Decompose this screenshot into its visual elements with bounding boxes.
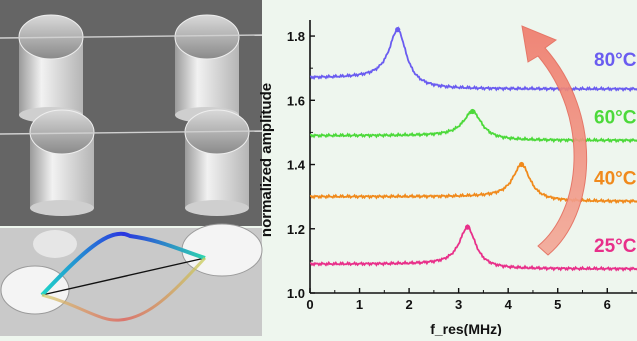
peak-marker (518, 161, 525, 168)
series-line (309, 109, 637, 144)
x-tick-label: 3 (455, 297, 462, 312)
nanowire-bottom (0, 130, 263, 135)
sem-panel (0, 0, 263, 226)
mode-panel (0, 223, 263, 336)
y-tick-label: 1.6 (287, 93, 305, 108)
series-line (309, 223, 637, 272)
series-label: 25°C (594, 236, 637, 257)
peak-marker (395, 27, 401, 33)
mode-upper (40, 231, 206, 297)
x-axis-label: f_res(MHz) (430, 321, 502, 336)
x-tick-label: 6 (604, 297, 611, 312)
series-line (309, 26, 637, 93)
pillar-bottom-left (29, 109, 95, 216)
axes: 0 1 2 3 4 5 6 1.0 1.2 1.4 1.6 1.8 (287, 20, 637, 312)
y-tick-label: 1.4 (287, 158, 306, 173)
series-label: 40°C (594, 169, 637, 190)
nanowire-top (0, 34, 263, 39)
pillar-top-right (174, 14, 240, 123)
peak-marker (464, 224, 471, 230)
series-line (309, 163, 637, 205)
pillar-top-left (18, 14, 84, 123)
chart: 0 1 2 3 4 5 61.01.21.41.61.8 80°C60°C40°C25°C … (258, 20, 637, 337)
x-tick-label: 1 (356, 297, 363, 312)
y-tick-label: 1.8 (287, 29, 305, 44)
x-tick-label: 0 (306, 297, 313, 312)
rest-line (41, 257, 206, 296)
series-label: 80°C (594, 50, 637, 71)
x-tick-label: 2 (405, 297, 412, 312)
series-label: 60°C (594, 108, 637, 129)
y-axis-label: normalized amplitude (258, 83, 275, 237)
x-tick-label: 4 (505, 297, 513, 312)
mode-lower (41, 256, 207, 322)
peak-marker (469, 108, 476, 115)
pillar-bottom-right (184, 109, 250, 216)
x-tick-label: 5 (554, 297, 561, 312)
temperature-arrow (521, 25, 588, 256)
legend-layer: 80°C 60°C 40°C 25°C (594, 50, 637, 257)
y-tick-label: 1.2 (287, 222, 305, 237)
series-layer (309, 26, 637, 272)
y-tick-label: 1.0 (287, 286, 305, 301)
